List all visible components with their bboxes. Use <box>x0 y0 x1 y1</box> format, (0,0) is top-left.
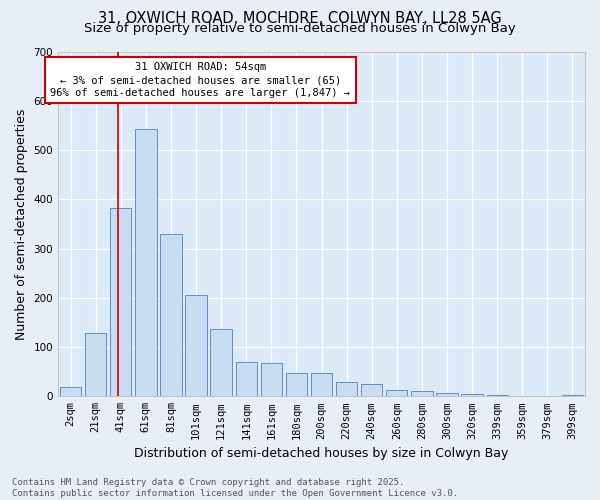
X-axis label: Distribution of semi-detached houses by size in Colwyn Bay: Distribution of semi-detached houses by … <box>134 447 509 460</box>
Bar <box>311 373 332 396</box>
Bar <box>135 129 157 396</box>
Bar <box>336 382 357 396</box>
Bar <box>110 208 131 396</box>
Bar <box>185 296 207 396</box>
Bar <box>562 395 583 396</box>
Text: Size of property relative to semi-detached houses in Colwyn Bay: Size of property relative to semi-detach… <box>84 22 516 35</box>
Bar <box>85 334 106 396</box>
Bar <box>436 394 458 396</box>
Bar <box>286 373 307 396</box>
Bar <box>260 363 282 396</box>
Bar <box>461 394 483 396</box>
Y-axis label: Number of semi-detached properties: Number of semi-detached properties <box>15 108 28 340</box>
Bar <box>411 392 433 396</box>
Text: 31, OXWICH ROAD, MOCHDRE, COLWYN BAY, LL28 5AG: 31, OXWICH ROAD, MOCHDRE, COLWYN BAY, LL… <box>98 11 502 26</box>
Bar <box>236 362 257 396</box>
Bar <box>386 390 407 396</box>
Bar <box>211 329 232 396</box>
Text: Contains HM Land Registry data © Crown copyright and database right 2025.
Contai: Contains HM Land Registry data © Crown c… <box>12 478 458 498</box>
Bar <box>60 388 81 396</box>
Bar <box>361 384 382 396</box>
Bar <box>160 234 182 396</box>
Text: 31 OXWICH ROAD: 54sqm
← 3% of semi-detached houses are smaller (65)
96% of semi-: 31 OXWICH ROAD: 54sqm ← 3% of semi-detac… <box>50 62 350 98</box>
